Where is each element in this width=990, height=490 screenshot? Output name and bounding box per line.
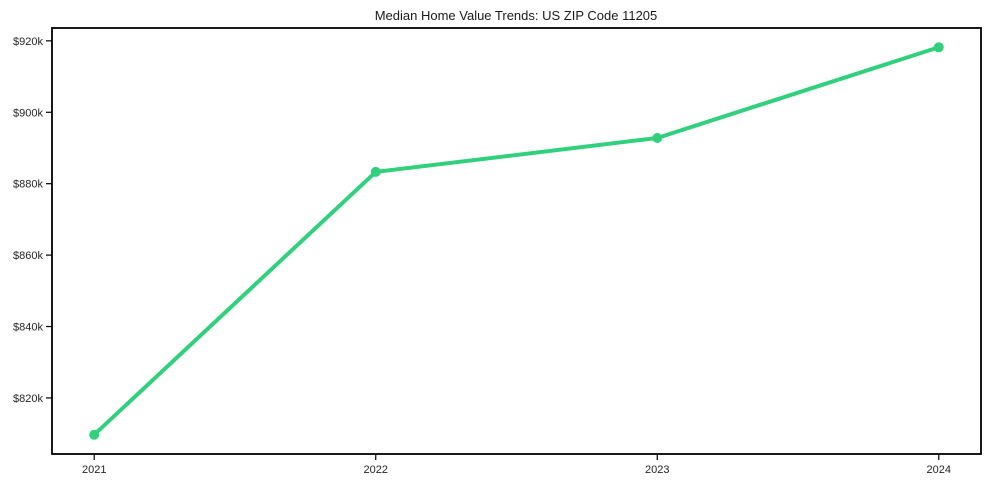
data-point-2022 — [370, 166, 381, 177]
plot-area-border — [51, 27, 982, 455]
y-tick-label: $820k — [13, 393, 43, 405]
x-tick-label: 2021 — [82, 464, 106, 476]
y-tick-label: $900k — [13, 107, 43, 119]
y-tick-label: $840k — [13, 322, 43, 334]
data-point-2021 — [89, 429, 100, 440]
x-tick-label: 2024 — [927, 464, 951, 476]
y-axis: $820k $840k $860k $880k $900k $920k — [13, 36, 52, 405]
data-point-2024 — [933, 42, 944, 53]
series-line — [92, 45, 941, 437]
x-tick-label: 2023 — [645, 464, 669, 476]
y-tick-label: $880k — [13, 179, 43, 191]
x-tick-label: 2022 — [364, 464, 388, 476]
series-line-group — [89, 42, 944, 440]
y-tick-label: $920k — [13, 36, 43, 48]
data-point-2023 — [652, 132, 663, 143]
y-tick-label: $860k — [13, 250, 43, 262]
x-axis: 2021 2022 2023 2024 — [82, 454, 951, 476]
chart-title: Median Home Value Trends: US ZIP Code 11… — [375, 8, 658, 23]
